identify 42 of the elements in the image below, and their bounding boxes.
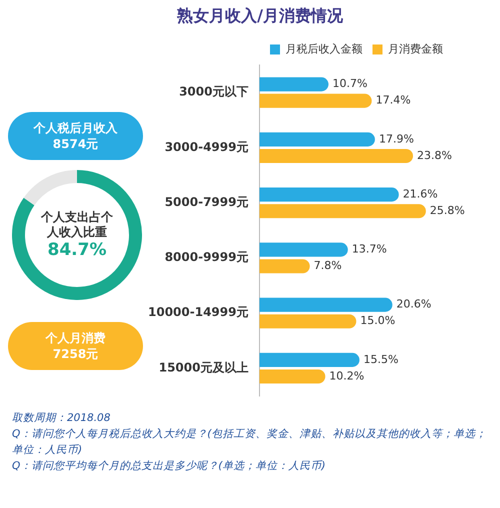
data-label: 15.0% bbox=[360, 314, 396, 328]
text: Q：请问您个人每月税后总收入大约是？(包括工资、奖金、津贴、补贴以及其他的收入等；单选；单位：人民币) bbox=[12, 427, 488, 458]
bar bbox=[259, 314, 356, 328]
data-label: 21.6% bbox=[402, 187, 438, 200]
y-tick-label: 8000-9999元 bbox=[164, 250, 248, 264]
data-label: 13.7% bbox=[352, 242, 387, 256]
bar bbox=[259, 132, 375, 146]
bar bbox=[259, 298, 392, 312]
bar bbox=[259, 94, 372, 108]
legend-label: 月消费金额 bbox=[388, 42, 443, 56]
bar bbox=[259, 352, 360, 367]
text: 7258元 bbox=[52, 346, 100, 362]
y-tick-label: 15000元及以上 bbox=[158, 360, 248, 374]
data-label: 7.8% bbox=[314, 259, 342, 272]
text: 个人支出占个人收入比重 bbox=[40, 210, 114, 240]
bar bbox=[259, 77, 328, 92]
bar bbox=[259, 148, 414, 163]
data-label: 25.8% bbox=[430, 204, 465, 217]
bar bbox=[259, 204, 426, 218]
data-label: 15.5% bbox=[363, 352, 398, 366]
bar bbox=[259, 259, 310, 274]
bar bbox=[259, 242, 348, 257]
y-tick-label: 5000-7999元 bbox=[164, 194, 248, 209]
chart-title: 熟女月收入/月消费情况 bbox=[176, 6, 344, 27]
text: 8574元 bbox=[52, 136, 100, 152]
y-tick-label: 3000-4999元 bbox=[164, 140, 248, 154]
text: 个人税后月收入 bbox=[32, 120, 118, 136]
text: 取数周期：2018.08 bbox=[12, 411, 112, 426]
data-label: 84.7% bbox=[48, 240, 106, 260]
text: 个人月消费 bbox=[44, 330, 106, 346]
bar bbox=[259, 369, 326, 384]
data-label: 20.6% bbox=[396, 298, 432, 311]
y-tick-label: 3000元以下 bbox=[179, 84, 248, 99]
data-label: 10.2% bbox=[329, 369, 364, 382]
text: Q：请问您平均每个月的总支出是多少呢？(单选；单位：人民币) bbox=[12, 459, 326, 474]
data-label: 17.4% bbox=[376, 94, 411, 107]
data-label: 17.9% bbox=[378, 132, 414, 146]
data-label: 10.7% bbox=[332, 77, 368, 90]
legend-label: 月税后收入金额 bbox=[286, 42, 362, 56]
data-label: 23.8% bbox=[417, 148, 452, 162]
y-tick-label: 10000-14999元 bbox=[148, 305, 248, 320]
bar bbox=[259, 188, 399, 202]
